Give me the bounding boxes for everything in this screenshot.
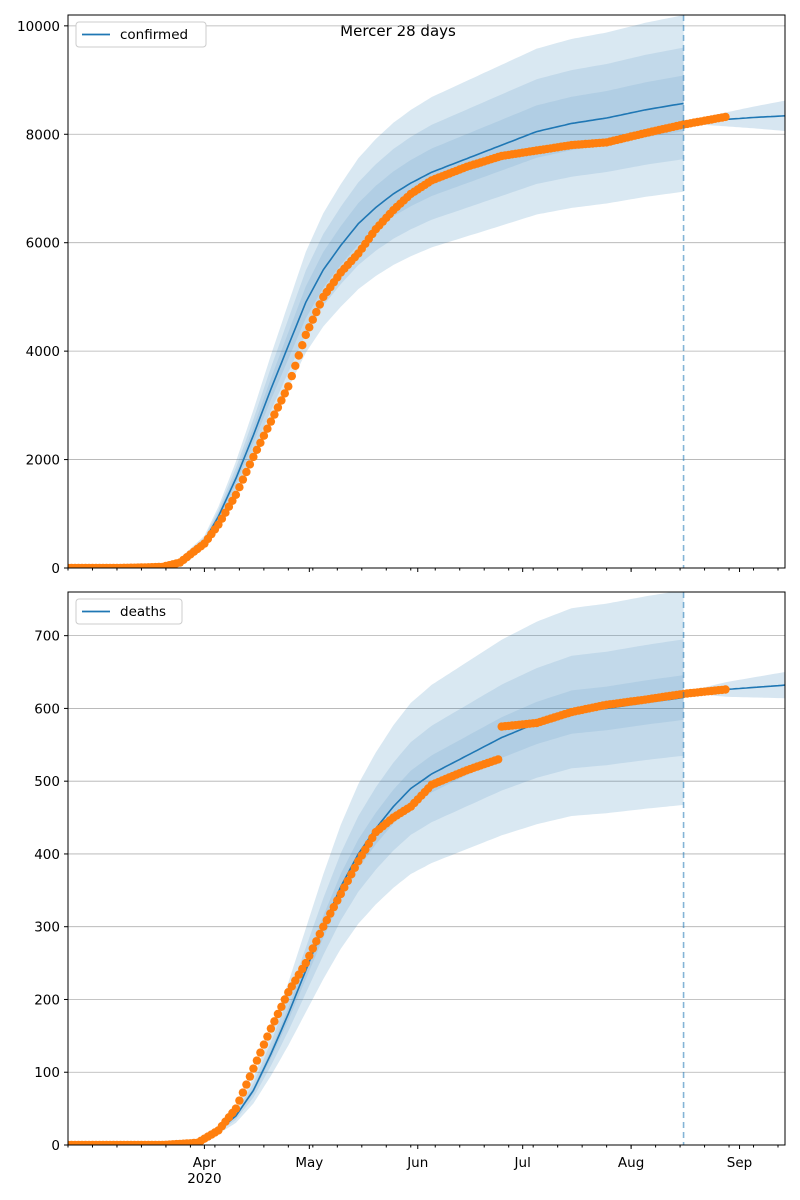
observed-point: [263, 1032, 272, 1041]
observed-point: [319, 922, 328, 931]
observed-point: [322, 916, 331, 925]
observed-point: [273, 403, 283, 412]
y-tick-label: 10000: [17, 19, 60, 35]
y-tick-label: 6000: [26, 236, 60, 252]
observed-point: [242, 1080, 251, 1089]
plot-frame: [67, 591, 786, 1146]
confirmed-chart: 0 2000 4000 6000 8000 10000 confirmed: [17, 14, 786, 577]
observed-point: [245, 460, 255, 469]
y-tick-label: 200: [34, 992, 60, 1008]
observed-point: [277, 1002, 286, 1011]
observed-point: [305, 323, 314, 332]
observed-point: [294, 351, 303, 360]
plot-area: [68, 592, 785, 1145]
model-uncertainty-band: [68, 75, 684, 568]
observed-point: [312, 307, 321, 317]
observed-point: [326, 909, 335, 918]
model-uncertainty-band: [68, 639, 684, 1145]
observed-point: [315, 300, 324, 309]
observed-point: [347, 870, 356, 879]
x-tick-label: Apr: [193, 1155, 217, 1171]
x-tick-label: Jun: [406, 1155, 428, 1171]
observed-point: [256, 1048, 265, 1057]
observed-point: [270, 1017, 279, 1026]
y-tick-label: 600: [34, 701, 60, 717]
y-tick-label: 0: [51, 1138, 60, 1154]
observed-point: [252, 1056, 262, 1065]
observed-point: [242, 467, 251, 477]
model-uncertainty-band: [68, 675, 684, 1145]
observed-point: [249, 1064, 258, 1073]
observed-point: [350, 863, 359, 872]
y-tick-label: 100: [34, 1065, 60, 1081]
observed-point: [343, 876, 352, 886]
observed-point: [301, 330, 310, 340]
observed-point: [235, 483, 244, 492]
observed-point: [298, 341, 307, 350]
observed-point: [235, 1096, 244, 1105]
observed-point: [273, 1009, 283, 1019]
y-tick-label: 400: [34, 847, 60, 863]
observed-point: [270, 410, 279, 419]
observed-point: [329, 902, 338, 912]
observed-point: [263, 424, 272, 433]
observed-point: [308, 944, 317, 953]
x-tick-label: Jul: [514, 1155, 531, 1171]
observed-point: [266, 1024, 276, 1033]
observed-point: [333, 896, 342, 905]
figure-title: Mercer 28 days: [340, 22, 456, 40]
observed-point: [256, 438, 265, 447]
x-tick-sublabel: 2020: [187, 1171, 221, 1187]
y-tick-label: 300: [34, 920, 60, 936]
legend-label: confirmed: [120, 27, 188, 43]
observed-point: [249, 452, 258, 462]
y-tick-label: 2000: [26, 453, 60, 469]
observed-point: [266, 417, 276, 426]
observed-point: [284, 382, 293, 391]
observed-point: [231, 490, 241, 499]
observed-point: [277, 396, 286, 405]
observed-point: [280, 389, 289, 398]
observed-point: [238, 475, 248, 484]
observed-point: [301, 958, 310, 968]
observed-point: [259, 431, 269, 440]
plot-area: [68, 15, 785, 568]
model-uncertainty-band: [68, 592, 684, 1145]
legend-label: deaths: [120, 604, 166, 620]
observed-point: [259, 1040, 269, 1049]
model-uncertainty-band: [68, 47, 684, 568]
y-tick-label: 8000: [26, 127, 60, 143]
legend-box: [75, 598, 183, 625]
observed-point: [291, 361, 300, 370]
plot-frame: [67, 14, 786, 569]
observed-point: [494, 755, 503, 764]
y-tick-label: 500: [34, 774, 60, 790]
observed-point: [287, 371, 296, 381]
observed-point: [721, 685, 730, 694]
x-tick-label: Sep: [727, 1155, 752, 1171]
observed-point: [238, 1088, 248, 1097]
y-tick-label: 0: [51, 561, 60, 577]
observed-point: [312, 937, 321, 946]
observed-point: [245, 1072, 255, 1081]
legend: deaths: [75, 598, 183, 625]
y-tick-label: 4000: [26, 344, 60, 360]
observed-point: [231, 1104, 241, 1113]
x-tick-label: Aug: [618, 1155, 644, 1171]
observed-point: [252, 445, 262, 454]
observed-point: [721, 112, 730, 122]
observed-point: [336, 889, 345, 899]
observed-point: [308, 315, 317, 324]
legend: confirmed: [75, 21, 207, 48]
observed-point: [315, 929, 324, 939]
observed-point: [280, 995, 289, 1004]
observed-point: [305, 951, 314, 960]
legend-box: [75, 21, 207, 48]
observed-point: [340, 883, 349, 892]
y-tick-label: 700: [34, 629, 60, 645]
x-tick-label: May: [295, 1155, 323, 1171]
